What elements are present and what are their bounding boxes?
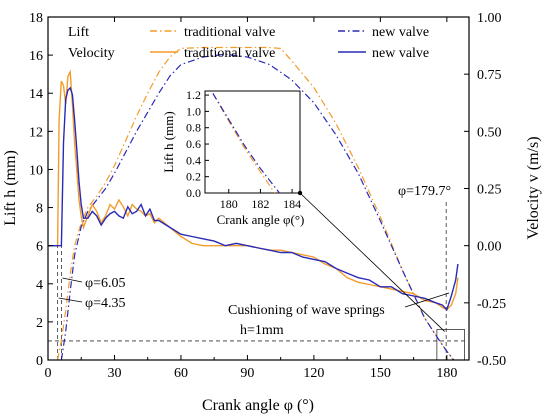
y-left-tick-label: 10: [29, 163, 43, 178]
inset-y-tick-label: 1.2: [186, 88, 201, 102]
x-tick-label: 90: [240, 366, 254, 381]
x-tick-label: 180: [436, 366, 457, 381]
inset-y-tick-label: 0.6: [186, 137, 201, 151]
inset-y-tick-label: 0.0: [186, 186, 201, 200]
x-tick-label: 120: [303, 366, 324, 381]
annotation-phi-6-05: φ=6.05: [85, 276, 125, 291]
inset-connector: [299, 192, 445, 332]
annotations: φ=6.05 φ=4.35 φ=179.7° Cushioning of wave s…: [58, 184, 451, 338]
ticks-layer: 0 30 60 90 120 150 180 0 2 4 6 8 10 12 14 16 18 -0.50 -0.2…: [29, 11, 506, 381]
y-left-tick-label: 0: [36, 354, 43, 369]
inset-frame: [204, 90, 301, 194]
legend-entry-label: new valve: [372, 46, 429, 61]
legend-group-label-velocity: Velocity: [68, 46, 115, 61]
y-left-tick-label: 18: [29, 11, 43, 26]
annotation-h-1mm: h=1mm: [240, 323, 284, 338]
annotation-arrow-4-35: [58, 297, 83, 303]
inset-x-tick-label: 180: [220, 197, 238, 211]
legend: Lift Velocity traditional valve new valve tr…: [68, 25, 429, 61]
y-axis-right-title: Velocity v (m/s): [525, 136, 542, 239]
inset-y-tick-label: 0.8: [186, 121, 201, 135]
inset-chart: 180 182 184 0.0 0.2 0.4 0.6 0.8 1.0 1.2 Crank angl…: [161, 88, 445, 332]
series-line-lift-traditional-valve: [57, 46, 454, 361]
series-line-lift-new-valve: [60, 53, 455, 361]
annotation-phi-4-35: φ=4.35: [85, 296, 125, 311]
y-right-tick-label: 0.00: [477, 240, 502, 255]
inset-y-tick-label: 0.4: [186, 153, 201, 167]
y-left-tick-label: 6: [36, 240, 43, 255]
annotation-cushioning: Cushioning of wave springs: [228, 303, 385, 318]
annotation-phi-179-7: φ=179.7°: [398, 184, 451, 199]
annotation-arrow-cushioning: [404, 292, 450, 308]
y-right-tick-label: -0.50: [477, 354, 506, 369]
legend-entry-label: traditional valve: [184, 46, 275, 61]
legend-group-label-lift: Lift: [68, 25, 89, 40]
y-right-tick-label: 0.25: [477, 183, 502, 198]
y-left-tick-label: 4: [36, 278, 43, 293]
legend-entry-label: traditional valve: [184, 25, 275, 40]
x-tick-label: 150: [370, 366, 391, 381]
y-axis-left-title: Lift h (mm): [2, 150, 19, 226]
x-axis-title: Crank angle φ (°): [202, 397, 314, 414]
inset-x-tick-label: 182: [251, 197, 269, 211]
x-tick-label: 0: [45, 366, 52, 381]
y-right-tick-label: 0.50: [477, 125, 502, 140]
y-left-tick-label: 8: [36, 202, 43, 217]
inset-x-title: Crank angle φ(°): [217, 212, 305, 227]
series-line-velocity-new-valve: [48, 86, 459, 312]
inset-connector-dot: [297, 190, 303, 196]
y-left-tick-label: 12: [29, 125, 43, 140]
legend-entry-label: new valve: [372, 25, 429, 40]
inset-y-title: Lift h (mm): [161, 111, 176, 172]
inset-x-tick-label: 184: [283, 197, 301, 211]
x-tick-label: 60: [174, 366, 188, 381]
y-right-tick-label: -0.25: [477, 297, 506, 312]
y-left-tick-label: 16: [29, 49, 43, 64]
y-right-tick-label: 1.00: [477, 11, 502, 26]
x-tick-label: 30: [107, 366, 121, 381]
inset-y-tick-label: 0.2: [186, 170, 201, 184]
series-layer: [48, 46, 459, 361]
inset-y-tick-label: 1.0: [186, 104, 201, 118]
annotation-arrow-6-05: [62, 277, 83, 283]
y-right-tick-label: 0.75: [477, 68, 502, 83]
inset-series-new-valve: [212, 93, 280, 194]
y-left-tick-label: 2: [36, 316, 43, 331]
y-left-tick-label: 14: [29, 87, 43, 102]
